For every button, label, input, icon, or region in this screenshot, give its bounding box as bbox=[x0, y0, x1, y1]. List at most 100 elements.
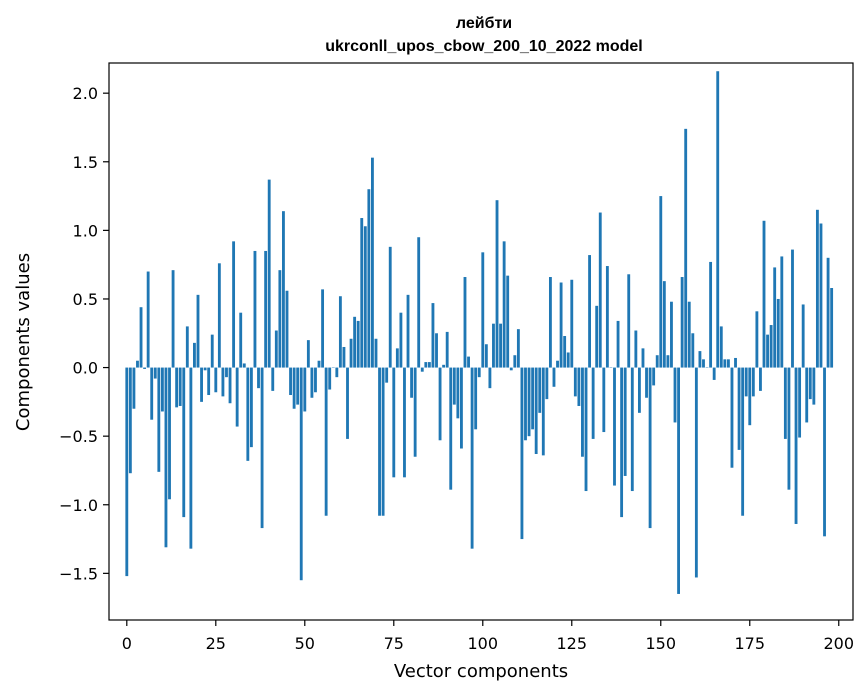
bar-39 bbox=[264, 250, 268, 368]
x-tick-label: 150 bbox=[645, 634, 676, 653]
bar-162 bbox=[702, 359, 705, 368]
bar-69 bbox=[371, 157, 374, 368]
bar-45 bbox=[285, 290, 289, 368]
x-tick-label: 100 bbox=[468, 634, 499, 653]
bar-118 bbox=[545, 367, 549, 400]
bar-108 bbox=[509, 367, 513, 371]
bar-167 bbox=[719, 326, 723, 368]
bar-117 bbox=[541, 367, 545, 456]
bar-157 bbox=[684, 128, 688, 368]
bar-62 bbox=[346, 367, 349, 439]
x-axis-ticks: 0 25 50 75 100 125 150 175 200 bbox=[122, 620, 854, 653]
bar-33 bbox=[242, 363, 246, 368]
bar-72 bbox=[381, 367, 385, 516]
bar-96 bbox=[467, 356, 470, 368]
bar-183 bbox=[776, 298, 780, 368]
bar-173 bbox=[741, 367, 745, 516]
bar-186 bbox=[787, 367, 791, 490]
bars-group bbox=[125, 71, 834, 594]
bar-191 bbox=[805, 367, 809, 423]
bar-44 bbox=[282, 211, 285, 368]
bar-99 bbox=[477, 367, 481, 378]
bar-7 bbox=[150, 367, 154, 420]
bar-141 bbox=[627, 274, 631, 368]
x-tick-label: 75 bbox=[384, 634, 404, 653]
bar-26 bbox=[217, 263, 221, 368]
bar-114 bbox=[531, 367, 535, 430]
x-tick-label: 125 bbox=[557, 634, 588, 653]
bar-36 bbox=[253, 250, 257, 368]
bar-106 bbox=[502, 241, 506, 368]
bar-53 bbox=[314, 367, 317, 393]
bar-176 bbox=[751, 367, 755, 397]
bar-59 bbox=[335, 367, 339, 378]
bar-134 bbox=[602, 367, 606, 433]
bar-19 bbox=[193, 342, 196, 368]
bar-29 bbox=[228, 367, 232, 404]
bar-192 bbox=[808, 367, 812, 400]
bar-5 bbox=[143, 367, 147, 369]
bar-94 bbox=[460, 367, 463, 449]
bar-64 bbox=[353, 316, 357, 368]
bar-46 bbox=[289, 367, 292, 396]
bar-107 bbox=[506, 275, 510, 368]
bar-102 bbox=[488, 367, 492, 389]
bar-67 bbox=[363, 226, 367, 368]
bar-160 bbox=[694, 367, 698, 578]
bar-77 bbox=[399, 312, 403, 368]
bar-82 bbox=[417, 237, 421, 368]
bar-189 bbox=[798, 367, 802, 438]
bar-14 bbox=[175, 367, 179, 408]
bar-116 bbox=[538, 367, 542, 413]
bar-57 bbox=[328, 367, 332, 390]
bar-180 bbox=[766, 334, 769, 368]
bar-87 bbox=[435, 333, 438, 368]
bar-17 bbox=[185, 326, 189, 368]
bar-28 bbox=[225, 367, 228, 378]
y-tick-label: 1.5 bbox=[73, 153, 98, 172]
bar-151 bbox=[662, 281, 666, 368]
bar-105 bbox=[499, 323, 503, 368]
bar-168 bbox=[723, 359, 727, 368]
bar-120 bbox=[552, 367, 556, 387]
y-tick-label: −1.0 bbox=[59, 496, 98, 515]
bar-81 bbox=[413, 367, 417, 457]
bar-80 bbox=[410, 367, 414, 398]
bar-164 bbox=[709, 261, 713, 368]
x-axis-label: Vector components bbox=[394, 661, 568, 682]
bar-174 bbox=[744, 367, 748, 397]
y-tick-label: 1.0 bbox=[73, 221, 98, 240]
bar-34 bbox=[246, 367, 250, 461]
bar-35 bbox=[249, 367, 253, 448]
bar-184 bbox=[780, 256, 784, 368]
bar-42 bbox=[274, 330, 278, 368]
bar-146 bbox=[645, 367, 648, 398]
bar-147 bbox=[648, 367, 652, 529]
bar-175 bbox=[748, 367, 752, 426]
bar-125 bbox=[570, 279, 574, 368]
bar-68 bbox=[367, 189, 371, 368]
bar-78 bbox=[403, 367, 406, 478]
bar-18 bbox=[189, 367, 193, 549]
bar-179 bbox=[762, 220, 766, 368]
bar-112 bbox=[524, 367, 527, 441]
bar-86 bbox=[431, 303, 435, 368]
y-axis-ticks: −1.5 −1.0 −0.5 0.0 0.5 1.0 1.5 2.0 bbox=[59, 84, 109, 583]
bar-187 bbox=[791, 249, 794, 368]
bar-50 bbox=[303, 367, 307, 412]
bar-40 bbox=[267, 179, 271, 368]
bar-52 bbox=[310, 367, 314, 398]
bar-47 bbox=[292, 367, 296, 409]
bar-131 bbox=[591, 367, 595, 439]
bar-66 bbox=[360, 218, 364, 368]
bar-91 bbox=[449, 367, 453, 490]
x-tick-label: 175 bbox=[734, 634, 765, 653]
bar-126 bbox=[573, 367, 577, 397]
bar-197 bbox=[826, 257, 830, 368]
bar-74 bbox=[388, 246, 392, 368]
bar-132 bbox=[595, 305, 599, 368]
bar-140 bbox=[623, 367, 627, 476]
bar-115 bbox=[534, 367, 538, 454]
bar-43 bbox=[278, 270, 282, 368]
bar-198 bbox=[830, 288, 834, 368]
